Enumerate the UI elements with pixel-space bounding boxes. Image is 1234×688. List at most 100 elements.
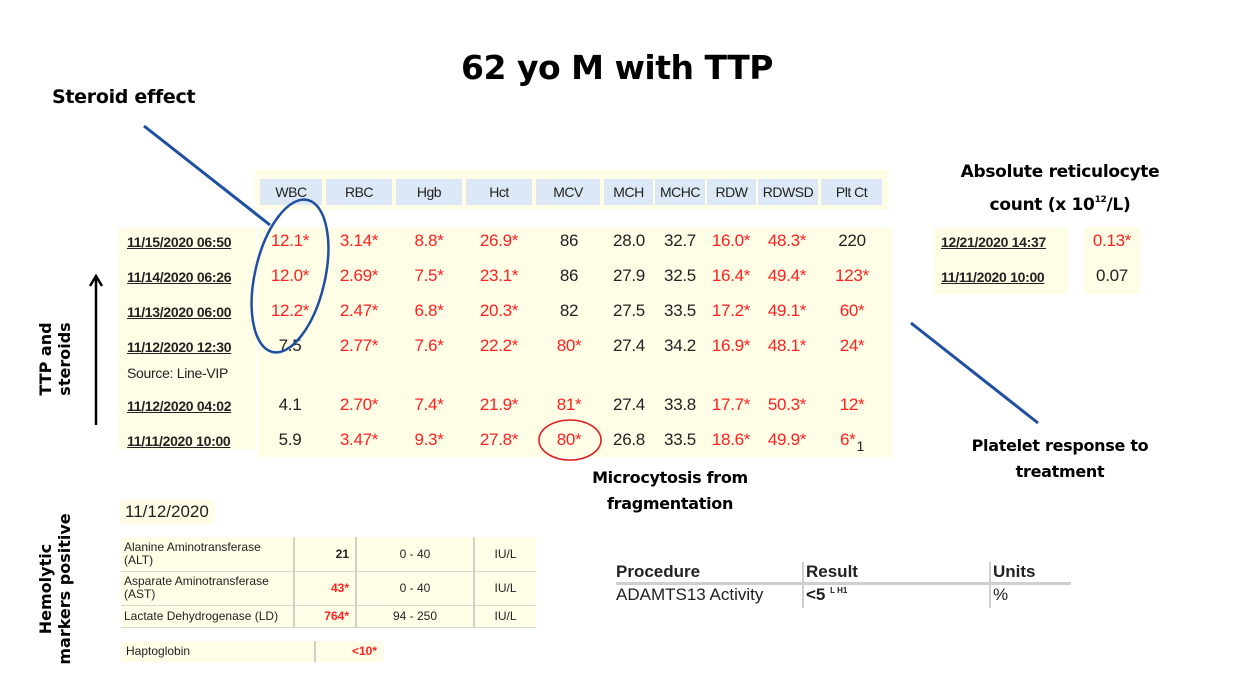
table-row: ADAMTS13 Activity <5 L H1 % [616,585,1071,608]
procedure-result: <5 L H1 [802,585,847,608]
cbc-cell-rbc: 3.47* [339,430,379,449]
cbc-cell-rdw: 17.7* [711,395,751,414]
chemistry-table: Alanine Aminotransferase (ALT) 21 0 - 40 … [121,537,536,628]
cbc-cell-mch: 28.0 [613,231,645,250]
steroid-effect-label: Steroid effect [52,86,196,108]
retic-title-line1: Absolute reticulocyte [960,162,1160,182]
retic-value: 0.13* [1092,231,1132,250]
platelet-response-label: Platelet response to treatment [955,433,1165,485]
retic-date-link[interactable]: 12/21/2020 14:37 [941,234,1046,250]
cbc-cell-mcv: 86 [559,266,579,285]
cbc-cell-mcv: 86 [559,231,579,250]
test-range: 94 - 250 [356,605,475,628]
cbc-cell-mch: 27.4 [613,395,645,414]
haptoglobin-name: Haptoglobin [126,644,191,658]
col-header-mchc: MCHC [655,179,705,205]
page-title: 62 yo M with TTP [461,48,773,87]
test-name-line2: (AST) [124,587,156,601]
cbc-cell-hgb: 8.8* [414,231,444,250]
test-result: 21 [294,537,357,572]
table-row: Asparate Aminotransferase (AST) 43* 0 - 4… [121,571,536,606]
cbc-cell-mchc: 32.5 [664,266,696,285]
cbc-date-link[interactable]: 11/15/2020 06:50 [127,234,232,250]
test-units: IU/L [474,571,536,606]
cbc-cell-rdwsd: 49.1* [767,301,807,320]
cbc-cell-rdw: 16.9* [711,336,751,355]
procedure-header-row: Procedure Result Units [616,562,1071,585]
platelet-pointer-line [910,321,1039,425]
cbc-cell-rdwsd: 49.4* [767,266,807,285]
cbc-cell-mch: 27.5 [613,301,645,320]
result-value: <5 [806,585,826,604]
col-header-plt: Plt Ct [821,179,882,205]
steroid-pointer-line [143,124,271,227]
test-units: IU/L [474,537,536,572]
cbc-cell-rdw: 16.4* [711,266,751,285]
cbc-date-link[interactable]: 11/13/2020 06:00 [127,304,232,320]
cbc-cell-hct: 22.2* [479,336,519,355]
cbc-cell-rdwsd: 48.1* [767,336,807,355]
retic-date-link[interactable]: 11/11/2020 10:00 [941,269,1045,285]
test-name: Lactate Dehydrogenase (LD) [121,605,295,628]
cbc-cell-wbc: 12.1* [270,231,310,250]
procedure-header: Procedure [616,562,701,581]
test-result: 764* [294,605,357,628]
cbc-cell-hct: 26.9* [479,231,519,250]
haptoglobin-result: <10* [314,641,383,662]
cbc-cell-plt-ct: 6*1 [822,430,882,454]
cbc-cell-rdw: 18.6* [711,430,751,449]
units-header: Units [989,562,1036,585]
footnote-marker: 1 [856,438,864,454]
result-flags: L H1 [830,586,848,595]
ttp-label-line1: TTP and [36,322,55,396]
cbc-cell-hgb: 6.8* [414,301,444,320]
test-name-line2: (ALT) [124,552,154,567]
test-name-line1: Alanine Aminotransferase [124,539,261,554]
microcytosis-label: Microcytosis from fragmentation [570,465,770,517]
retic-date-column [934,228,1068,294]
cbc-cell-hgb: 7.5* [414,266,444,285]
table-row: Lactate Dehydrogenase (LD) 764* 94 - 250… [121,605,536,628]
cbc-date-link[interactable]: 11/12/2020 04:02 [127,398,232,414]
test-range: 0 - 40 [356,571,475,606]
procedure-table: Procedure Result Units ADAMTS13 Activity… [616,562,1071,608]
platelet-label-line1: Platelet response to [971,436,1149,455]
cbc-cell-mch: 26.8 [613,430,645,449]
micro-label-line2: fragmentation [606,494,734,513]
cbc-cell-mch: 27.9 [613,266,645,285]
test-units: IU/L [474,605,536,628]
retic-title-unit: /L) [1106,195,1131,215]
cbc-cell-wbc: 4.1 [278,395,302,414]
cbc-date-link[interactable]: 11/11/2020 10:00 [127,433,231,449]
arrow-up-icon [88,273,104,287]
col-header-hct: Hct [466,179,532,205]
retic-value: 0.07 [1096,266,1128,285]
cbc-cell-mcv: 80* [556,430,582,449]
cbc-cell-mch: 27.4 [613,336,645,355]
cbc-cell-plt-ct: 12* [839,395,865,414]
test-result: 43* [294,571,357,606]
procedure-units: % [989,585,1008,608]
cbc-cell-rdw: 17.2* [711,301,751,320]
hemolytic-markers-label: Hemolytic markers positive [36,499,74,679]
cbc-date-link[interactable]: 11/12/2020 12:30 [127,339,232,355]
cbc-cell-hgb: 7.6* [414,336,444,355]
cbc-cell-rdw: 16.0* [711,231,751,250]
source-note: Source: Line-VIP [127,365,229,381]
cbc-cell-mcv: 80* [556,336,582,355]
cbc-cell-wbc: 12.0* [270,266,310,285]
cbc-cell-mchc: 33.5 [664,430,696,449]
col-header-rdw: RDW [707,179,756,205]
micro-label-line1: Microcytosis from [592,468,748,487]
col-header-rbc: RBC [326,179,392,205]
cbc-cell-rbc: 2.69* [339,266,379,285]
cbc-cell-hct: 27.8* [479,430,519,449]
haptoglobin-row: Haptoglobin <10* [121,641,383,662]
cbc-cell-rdwsd: 50.3* [767,395,807,414]
reticulocyte-title: Absolute reticulocyte count (x 1012/L) [940,158,1180,219]
cbc-cell-hct: 20.3* [479,301,519,320]
cbc-cell-wbc: 7.5 [278,336,302,355]
col-header-mcv: MCV [536,179,600,205]
retic-title-text: count (x 10 [989,195,1095,215]
cbc-date-link[interactable]: 11/14/2020 06:26 [127,269,232,285]
